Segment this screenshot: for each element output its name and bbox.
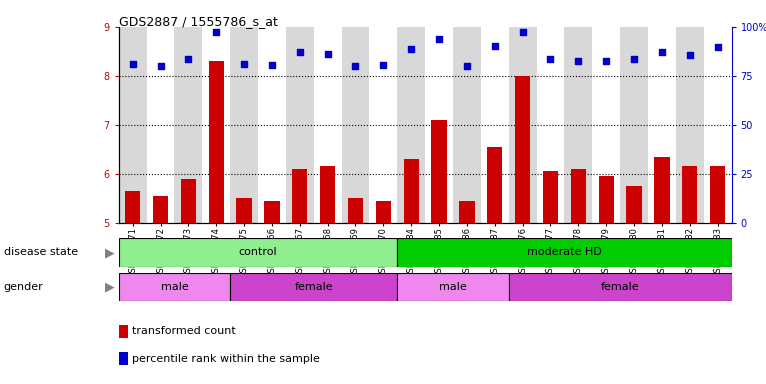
Point xyxy=(572,58,584,64)
Point xyxy=(489,43,501,50)
Point xyxy=(433,36,445,42)
Bar xyxy=(627,186,642,223)
Text: control: control xyxy=(239,247,277,258)
Bar xyxy=(460,201,475,223)
Text: ▶: ▶ xyxy=(105,246,114,259)
Bar xyxy=(565,27,592,223)
Point xyxy=(377,62,389,68)
Bar xyxy=(119,325,129,338)
Bar xyxy=(398,273,509,301)
Bar xyxy=(453,27,481,223)
Bar xyxy=(710,166,725,223)
Point xyxy=(545,56,557,62)
Point xyxy=(126,61,139,67)
Point xyxy=(266,62,278,68)
Text: gender: gender xyxy=(4,282,44,292)
Bar xyxy=(181,179,196,223)
Bar xyxy=(620,27,648,223)
Point xyxy=(683,52,696,58)
Point xyxy=(516,29,529,35)
Text: disease state: disease state xyxy=(4,247,78,258)
Bar xyxy=(676,27,704,223)
Point xyxy=(461,63,473,69)
Bar xyxy=(119,27,146,223)
Text: female: female xyxy=(294,282,333,292)
Bar xyxy=(292,169,307,223)
Bar xyxy=(342,27,369,223)
Text: male: male xyxy=(439,282,466,292)
Point xyxy=(405,46,417,52)
Bar xyxy=(125,191,140,223)
Bar xyxy=(208,61,224,223)
Bar xyxy=(153,196,169,223)
Bar xyxy=(509,273,732,301)
Bar xyxy=(404,159,419,223)
Bar xyxy=(543,171,558,223)
Bar xyxy=(487,147,502,223)
Point xyxy=(182,56,195,62)
Point xyxy=(628,56,640,62)
Bar xyxy=(286,27,314,223)
Bar xyxy=(398,27,425,223)
Text: GDS2887 / 1555786_s_at: GDS2887 / 1555786_s_at xyxy=(119,15,277,28)
Bar xyxy=(175,27,202,223)
Point xyxy=(349,63,362,69)
Bar xyxy=(119,352,129,365)
Bar xyxy=(682,166,697,223)
Bar xyxy=(375,201,391,223)
Text: ▶: ▶ xyxy=(105,281,114,293)
Bar xyxy=(398,238,732,267)
Text: female: female xyxy=(601,282,640,292)
Point xyxy=(293,49,306,55)
Bar xyxy=(571,169,586,223)
Point xyxy=(155,63,167,69)
Bar xyxy=(598,176,614,223)
Bar xyxy=(264,201,280,223)
Text: male: male xyxy=(161,282,188,292)
Bar xyxy=(119,238,398,267)
Point xyxy=(600,58,612,64)
Text: percentile rank within the sample: percentile rank within the sample xyxy=(132,354,320,364)
Bar xyxy=(320,166,336,223)
Text: transformed count: transformed count xyxy=(132,326,236,336)
Bar xyxy=(119,273,230,301)
Bar xyxy=(230,27,258,223)
Point xyxy=(656,49,668,55)
Bar xyxy=(515,76,530,223)
Bar xyxy=(654,157,669,223)
Text: moderate HD: moderate HD xyxy=(527,247,602,258)
Bar xyxy=(431,120,447,223)
Bar xyxy=(348,198,363,223)
Point xyxy=(322,51,334,57)
Bar xyxy=(230,273,398,301)
Point xyxy=(712,45,724,51)
Point xyxy=(210,29,222,35)
Bar xyxy=(509,27,536,223)
Bar xyxy=(237,198,252,223)
Point xyxy=(238,61,250,67)
